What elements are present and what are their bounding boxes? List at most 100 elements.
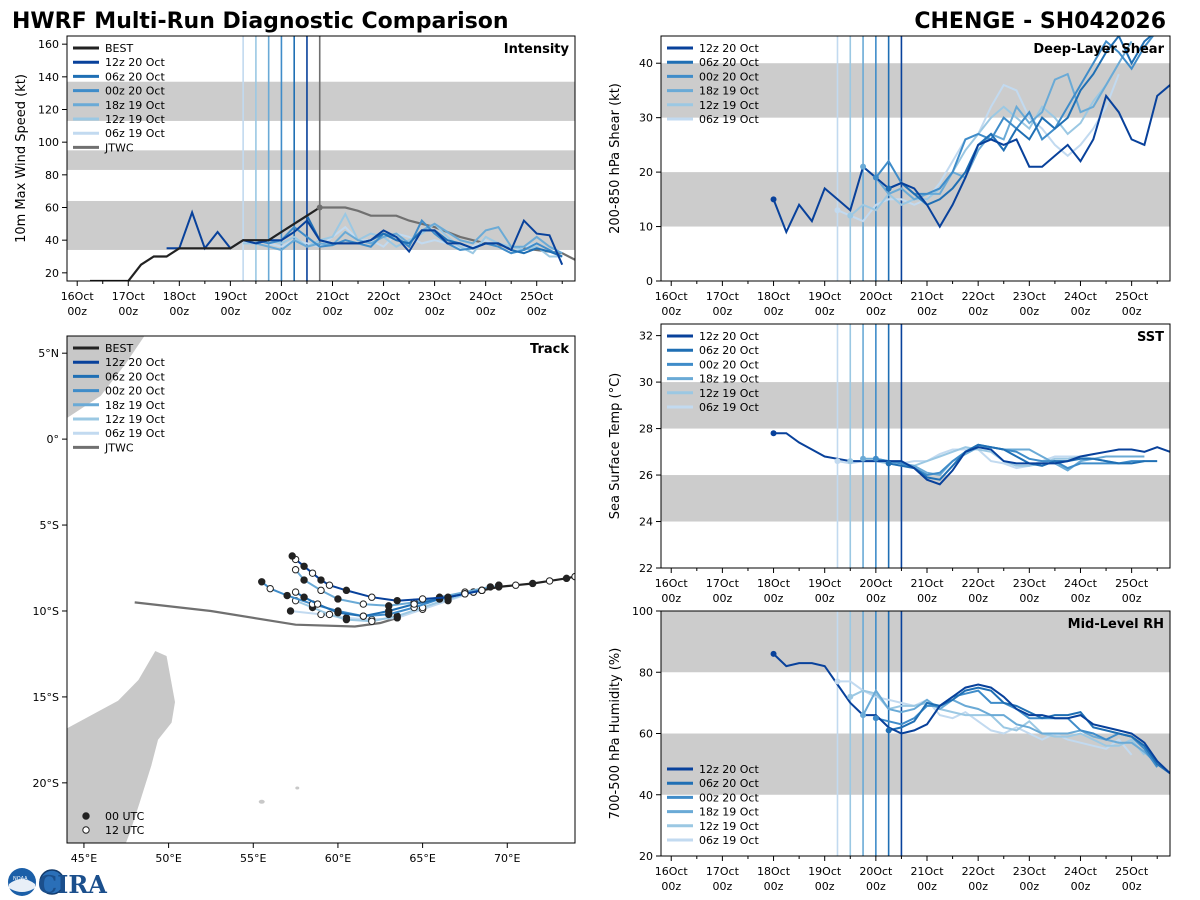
sst-init-marker (847, 458, 854, 465)
rh-legend-label: 18z 19 Oct (699, 806, 759, 819)
track-point-marker (291, 588, 300, 596)
intensity-legend-label: 06z 19 Oct (105, 127, 165, 140)
shear-x-tick-label: 19Oct (808, 290, 842, 303)
track-point-marker (334, 609, 342, 617)
rh-x-tick-sublabel: 00z (866, 880, 886, 893)
intensity-best-line (90, 206, 321, 281)
track-y-tick-label: 5°N (38, 347, 59, 360)
sst-x-tick-sublabel: 00z (1122, 592, 1142, 605)
rh-x-tick-sublabel: 00z (968, 880, 988, 893)
intensity-x-tick-label: 25Oct (520, 290, 554, 303)
shear-x-tick-label: 22Oct (962, 290, 996, 303)
sst-x-tick-sublabel: 00z (815, 592, 835, 605)
sst-x-tick-label: 20Oct (859, 577, 893, 590)
shear-x-tick-label: 25Oct (1115, 290, 1149, 303)
track-point-marker (308, 569, 317, 577)
intensity-legend-label: 12z 20 Oct (105, 56, 165, 69)
rh-series-line (888, 686, 1170, 775)
track-legend-label: BEST (105, 342, 133, 355)
rh-y-tick-label: 100 (632, 605, 653, 618)
shear-series-line (862, 40, 1133, 201)
track-point-marker (300, 593, 308, 601)
sst-x-tick-label: 16Oct (655, 577, 689, 590)
intensity-panel: 16Oct 00z 17Oct 00z 18Oct 00z 19Oct 00z 20Oct 00z… (14, 35, 576, 318)
rh-x-tick-label: 24Oct (1064, 865, 1098, 878)
track-point-marker (334, 595, 342, 603)
track-marker-legend-label: 00 UTC (105, 810, 145, 823)
sst-plot-area (661, 324, 1170, 568)
rh-init-marker (860, 712, 867, 719)
intensity-best-end-marker (316, 204, 323, 211)
shear-plot-area (661, 36, 1170, 281)
sst-x-tick-label: 22Oct (962, 577, 996, 590)
track-best-marker (545, 577, 554, 585)
intensity-x-tick-sublabel: 00z (118, 305, 138, 318)
shear-series-line (888, 36, 1153, 206)
track-point-marker (325, 581, 334, 589)
shear-x-tick-label: 17Oct (706, 290, 740, 303)
track-point-marker (359, 600, 368, 608)
logo-text: CIRA (38, 870, 107, 899)
track-legend-label: JTWC (104, 441, 134, 454)
track-point-marker (368, 617, 376, 625)
track-x-tick-label: 55°E (240, 852, 266, 865)
sst-x-tick-sublabel: 00z (661, 592, 681, 605)
track-point-marker (286, 607, 295, 615)
intensity-y-tick-label: 140 (38, 71, 59, 84)
rh-x-tick-label: 22Oct (962, 865, 996, 878)
sst-init-marker (834, 458, 841, 465)
rh-panel: 16Oct 00z 17Oct 00z 18Oct 00z 19Oct 00z 20Oct 00z… (608, 605, 1171, 893)
intensity-x-tick-sublabel: 00z (169, 305, 189, 318)
intensity-x-tick-label: 20Oct (265, 290, 299, 303)
shear-series-line (772, 84, 1170, 235)
track-point-marker (325, 610, 334, 619)
track-marker-legend-symbol (82, 812, 90, 820)
landmass (67, 649, 176, 843)
intensity-frame (66, 35, 576, 282)
sst-legend-label: 00z 20 Oct (699, 358, 759, 371)
track-legend-label: 00z 20 Oct (105, 385, 165, 398)
sst-legend-label: 18z 19 Oct (699, 373, 759, 386)
track-point-marker (317, 576, 325, 584)
track-x-tick-label: 60°E (325, 852, 351, 865)
rh-series-line (837, 680, 1133, 756)
track-point-marker (444, 593, 452, 601)
sst-panel: 16Oct 00z 17Oct 00z 18Oct 00z 19Oct 00z 20Oct 00z… (608, 323, 1171, 605)
track-y-tick-label: 5°S (40, 519, 59, 532)
shear-y-tick-label: 20 (639, 166, 653, 179)
rh-series-line (772, 653, 1170, 775)
sst-legend-label: 06z 20 Oct (699, 344, 759, 357)
sst-legend-label: 12z 20 Oct (699, 330, 759, 343)
reunion-island (258, 799, 265, 804)
shear-init-marker (847, 212, 854, 219)
rh-y-tick-label: 80 (639, 666, 653, 679)
track-point-marker (313, 600, 322, 608)
sst-y-tick-label: 24 (639, 516, 653, 529)
rh-y-tick-label: 60 (639, 728, 653, 741)
mauritius-island (295, 786, 300, 790)
intensity-x-tick-label: 22Oct (367, 290, 401, 303)
track-panel: 45°E 50°E 55°E 60°E 65°E 70°E 5°N 0° 5°S 10°S 15°S… (33, 335, 576, 865)
shear-legend-label: 18z 19 Oct (699, 85, 759, 98)
rh-init-marker (834, 678, 841, 685)
sst-x-tick-label: 24Oct (1064, 577, 1098, 590)
track-point-marker (418, 595, 427, 603)
shear-x-tick-label: 16Oct (655, 290, 689, 303)
track-point-marker (283, 591, 291, 600)
track-legend-label: 06z 20 Oct (105, 370, 165, 383)
shear-init-marker (770, 196, 777, 203)
intensity-y-tick-label: 160 (38, 38, 59, 51)
rh-plot-area (661, 611, 1170, 856)
track-point-marker (385, 607, 393, 615)
track-point-marker (359, 612, 368, 620)
track-legend-label: 06z 19 Oct (105, 427, 165, 440)
intensity-y-axis-label: 10m Max Wind Speed (kt) (14, 74, 29, 243)
intensity-x-tick-label: 23Oct (418, 290, 452, 303)
track-point-marker (342, 615, 351, 624)
sst-x-tick-sublabel: 00z (968, 592, 988, 605)
track-jtwc-line (134, 601, 398, 628)
figure-title: HWRF Multi-Run Diagnostic Comparison (12, 9, 509, 34)
rh-series-line (862, 688, 1158, 765)
track-frame (66, 335, 576, 844)
sst-x-tick-sublabel: 00z (764, 592, 784, 605)
